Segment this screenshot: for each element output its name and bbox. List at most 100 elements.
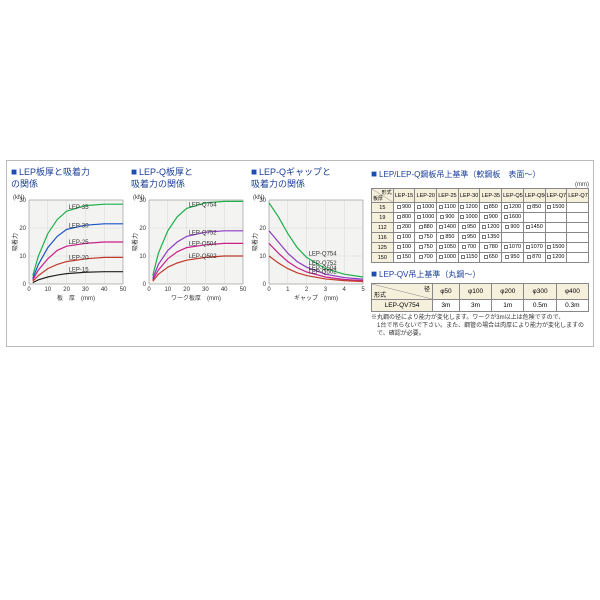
svg-text:0: 0 xyxy=(263,282,267,288)
checkbox-icon xyxy=(460,215,464,219)
svg-text:10: 10 xyxy=(164,287,171,293)
checkbox-icon xyxy=(397,225,401,229)
chart-2-title: ■LEP-Q板厚と吸着力の関係 xyxy=(131,167,247,189)
checkbox-icon xyxy=(460,205,464,209)
table-cell: 1150 xyxy=(458,253,480,263)
table-col-header: φ100 xyxy=(459,284,491,300)
table-cell: 1500 xyxy=(545,203,567,213)
table-cell xyxy=(567,203,589,213)
svg-text:LEP-30: LEP-30 xyxy=(69,223,90,229)
table-cell xyxy=(545,213,567,223)
chart-1-title: ■LEP板厚と吸着力の関係 xyxy=(11,167,127,189)
table-col-header: LEP-15 xyxy=(393,189,415,203)
chart-1-svg: 010203040500102030(kN)吸着力板 厚 (mm)LEP-35L… xyxy=(11,192,127,302)
table-cell: 1200 xyxy=(545,253,567,263)
chart-3-svg: 0123450102030(kN)吸着力ギャップ (mm)LEP-Q754LEP… xyxy=(251,192,367,302)
svg-text:10: 10 xyxy=(259,254,266,260)
tables: ■LEP/LEP-Q鋼板吊上基準（軟鋼板 表面～） (mm) 形式板厚LEP-1… xyxy=(371,167,589,338)
table-row-header: 125 xyxy=(372,243,394,253)
table-cell: 1400 xyxy=(437,223,459,233)
checkbox-icon xyxy=(484,205,488,209)
svg-text:1: 1 xyxy=(286,287,290,293)
table-cell: 1200 xyxy=(458,203,480,213)
table-cell: 1000 xyxy=(415,213,437,223)
svg-text:0: 0 xyxy=(267,287,271,293)
table-cell xyxy=(567,253,589,263)
svg-text:LEP-15: LEP-15 xyxy=(69,267,90,273)
table-cell: 1000 xyxy=(458,213,480,223)
svg-text:(kN): (kN) xyxy=(253,195,264,201)
table1-title: ■LEP/LEP-Q鋼板吊上基準（軟鋼板 表面～） xyxy=(371,169,589,180)
svg-text:40: 40 xyxy=(221,287,228,293)
table-col-header: φ200 xyxy=(492,284,524,300)
table-cell: 100 xyxy=(393,233,415,243)
table-cell: 900 xyxy=(502,223,524,233)
table-cell: 780 xyxy=(480,243,502,253)
checkbox-icon xyxy=(439,205,443,209)
table-cell xyxy=(567,243,589,253)
svg-text:(kN): (kN) xyxy=(13,195,24,201)
square-icon: ■ xyxy=(371,169,377,180)
table-cell: 950 xyxy=(458,233,480,243)
checkbox-icon xyxy=(440,215,444,219)
table-cell: 1200 xyxy=(480,223,502,233)
table1: 形式板厚LEP-15LEP-20LEP-25LEP-30LEP-35LEP-Q5… xyxy=(371,188,589,263)
checkbox-icon xyxy=(462,235,466,239)
table-col-header: LEP-Q504 xyxy=(523,189,545,203)
svg-text:20: 20 xyxy=(63,287,70,293)
checkbox-icon xyxy=(439,245,443,249)
table-cell: 950 xyxy=(458,223,480,233)
square-icon: ■ xyxy=(251,167,257,178)
table-col-header: LEP-35 xyxy=(480,189,502,203)
table-cell: 870 xyxy=(523,253,545,263)
checkbox-icon xyxy=(419,245,423,249)
svg-text:5: 5 xyxy=(361,287,365,293)
page: ■LEP板厚と吸着力の関係 010203040500102030(kN)吸着力板… xyxy=(0,0,600,600)
svg-text:0: 0 xyxy=(27,287,31,293)
table2-title: ■LEP-QV吊上基準（丸鋼～） xyxy=(371,269,589,280)
table-cell: 950 xyxy=(502,253,524,263)
svg-text:LEP-Q502: LEP-Q502 xyxy=(189,254,218,260)
table-cell: 700 xyxy=(458,243,480,253)
table-cell xyxy=(567,233,589,243)
svg-text:50: 50 xyxy=(240,287,247,293)
checkbox-icon xyxy=(439,225,443,229)
table-cell xyxy=(567,213,589,223)
table-cell: 750 xyxy=(415,233,437,243)
table-col-header: φ50 xyxy=(432,284,459,300)
checkbox-icon xyxy=(417,205,421,209)
svg-text:20: 20 xyxy=(19,226,26,232)
svg-text:吸着力: 吸着力 xyxy=(251,233,259,251)
checkbox-icon xyxy=(397,205,401,209)
svg-text:20: 20 xyxy=(183,287,190,293)
table-col-header: LEP-30 xyxy=(458,189,480,203)
table-cell xyxy=(567,223,589,233)
checkbox-icon xyxy=(547,205,551,209)
checkbox-icon xyxy=(397,215,401,219)
checkbox-icon xyxy=(484,215,488,219)
checkbox-icon xyxy=(439,255,443,259)
checkbox-icon xyxy=(482,225,486,229)
svg-text:0: 0 xyxy=(143,282,147,288)
checkbox-icon xyxy=(397,255,401,259)
table-cell: 0.5m xyxy=(524,300,556,312)
table-cell: 850 xyxy=(480,203,502,213)
table-cell xyxy=(523,233,545,243)
svg-text:10: 10 xyxy=(44,287,51,293)
svg-text:3: 3 xyxy=(324,287,328,293)
checkbox-icon xyxy=(462,225,466,229)
table-col-header: LEP-25 xyxy=(437,189,459,203)
table-cell: 1200 xyxy=(502,203,524,213)
checkbox-icon xyxy=(505,255,509,259)
table-cell: 900 xyxy=(437,213,459,223)
svg-text:20: 20 xyxy=(139,226,146,232)
table-col-header: φ400 xyxy=(556,284,588,300)
svg-text:40: 40 xyxy=(101,287,108,293)
table-cell: 1070 xyxy=(523,243,545,253)
checkbox-icon xyxy=(547,245,551,249)
table-cell: 3m xyxy=(459,300,491,312)
svg-text:(kN): (kN) xyxy=(133,195,144,201)
svg-text:30: 30 xyxy=(202,287,209,293)
table-cell: 1500 xyxy=(545,243,567,253)
checkbox-icon xyxy=(504,205,508,209)
